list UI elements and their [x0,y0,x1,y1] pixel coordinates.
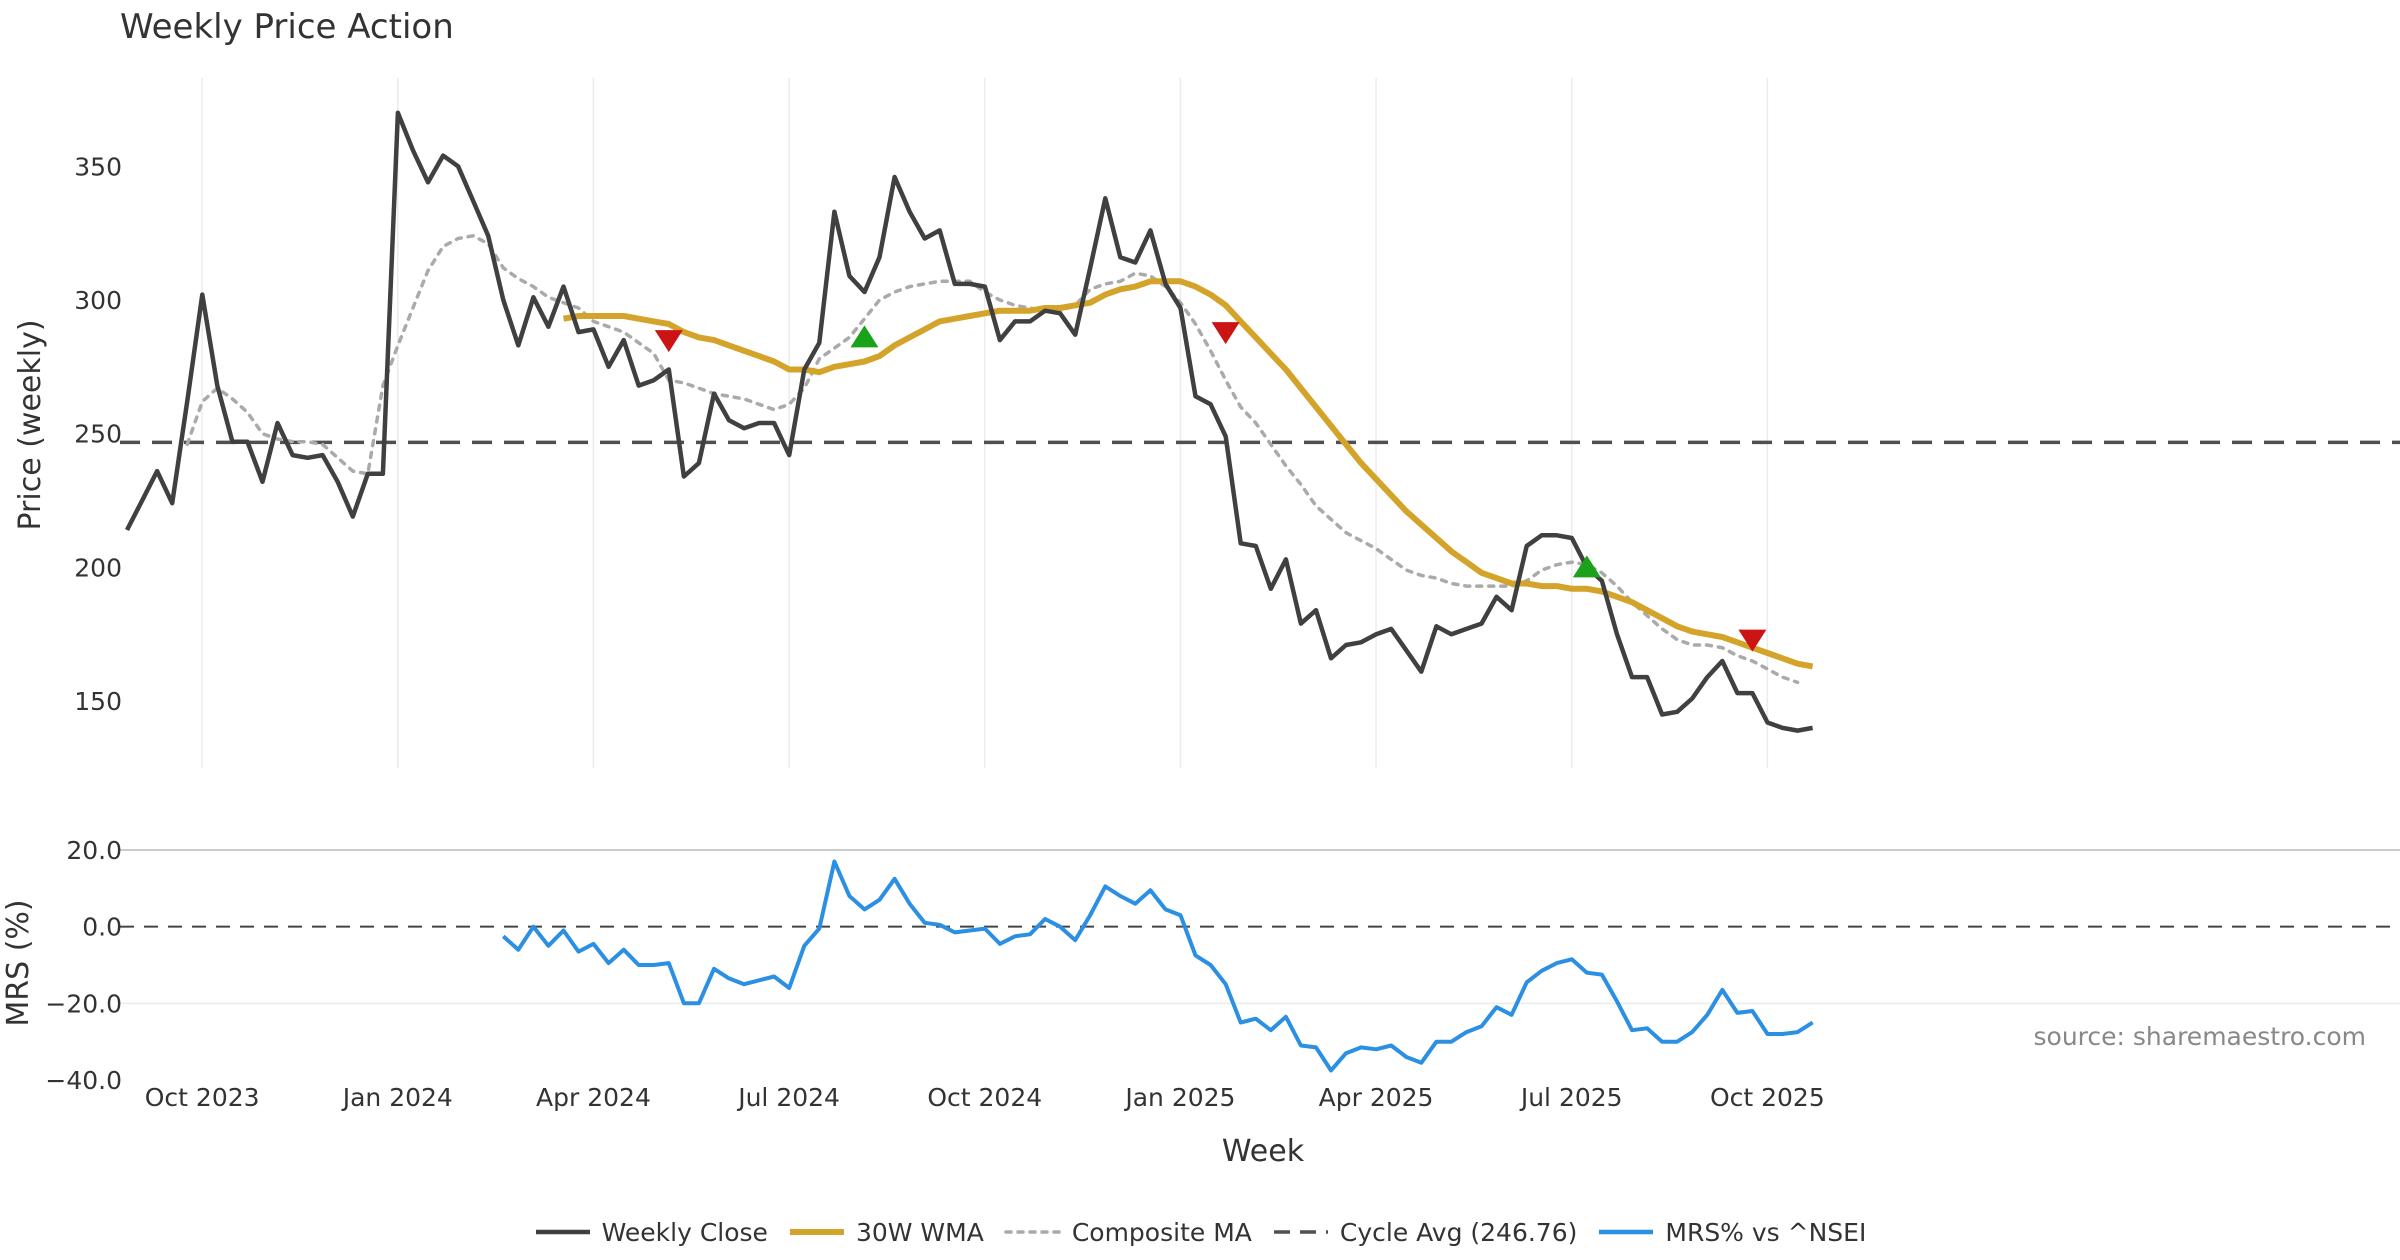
legend-swatch [535,1229,590,1235]
mrs-grid [120,849,2400,1005]
buy-signal-marker [850,325,879,348]
chart-title: Weekly Price Action [120,7,454,47]
legend-swatch [789,1229,844,1235]
price-y-tick-label: 150 [74,687,122,716]
axes-text: Oct 2023 Jan 2024 Apr 2024 Jul 2024 Oct 2024… [45,152,1824,1112]
x-tick-label: Oct 2025 [1710,1083,1825,1112]
legend-item: Cycle Avg (246.76) [1272,1217,1578,1247]
legend-label: Cycle Avg (246.76) [1339,1217,1578,1247]
x-tick-label: Jul 2024 [736,1083,840,1112]
x-tick-label: Apr 2024 [536,1083,651,1112]
x-tick-label: Oct 2024 [927,1083,1042,1112]
mrs-y-tick-label: 20.0 [66,836,122,865]
legend-swatch [1273,1230,1328,1234]
legend: Weekly Close 30W WMA Composite MA Cycle Avg… [0,1212,2400,1252]
legend-label: Weekly Close [601,1217,768,1247]
sell-signal-marker [1738,629,1767,652]
mrs-y-axis-label: MRS (%) [1,899,36,1026]
mrs-line [501,859,1814,1073]
x-tick-label: Jul 2025 [1519,1083,1623,1112]
legend-label: MRS% vs ^NSEI [1665,1217,1867,1247]
mrs-y-tick-label: −20.0 [45,989,122,1018]
price-y-tick-label: 350 [74,152,122,181]
mrs-series [501,859,1814,1073]
x-tick-label: Apr 2025 [1319,1083,1434,1112]
mrs-y-tick-label: −40.0 [45,1066,122,1095]
signal-markers [654,322,1767,652]
legend-label: 30W WMA [855,1217,984,1247]
price-y-tick-label: 200 [74,553,122,582]
legend-item: Weekly Close [534,1218,768,1247]
legend-item: Composite MA [1004,1218,1252,1247]
legend-label: Composite MA [1071,1217,1252,1247]
legend-swatch [1004,1230,1062,1234]
x-axis-label: Week [1222,1134,1305,1169]
sell-signal-marker [654,330,683,353]
price-y-axis-label: Price (weekly) [13,319,48,530]
price-grid [201,78,1769,768]
price-y-tick-label: 300 [74,286,122,315]
composite-ma-line [185,233,1800,685]
mrs-y-tick-label: 0.0 [82,913,122,942]
legend-swatch [1599,1229,1654,1235]
buy-signal-marker [1572,555,1601,578]
price-y-tick-label: 250 [74,420,122,449]
price-series [120,110,2400,733]
legend-item: 30W WMA [788,1218,984,1247]
source-attribution: source: sharemaestro.com [2034,1022,2367,1051]
x-tick-label: Oct 2023 [145,1083,260,1112]
x-tick-label: Jan 2025 [1123,1083,1235,1112]
sell-signal-marker [1211,322,1240,345]
legend-item: MRS% vs ^NSEI [1597,1218,1866,1247]
weekly-close-line [124,110,1813,733]
x-tick-label: Jan 2024 [341,1083,453,1112]
